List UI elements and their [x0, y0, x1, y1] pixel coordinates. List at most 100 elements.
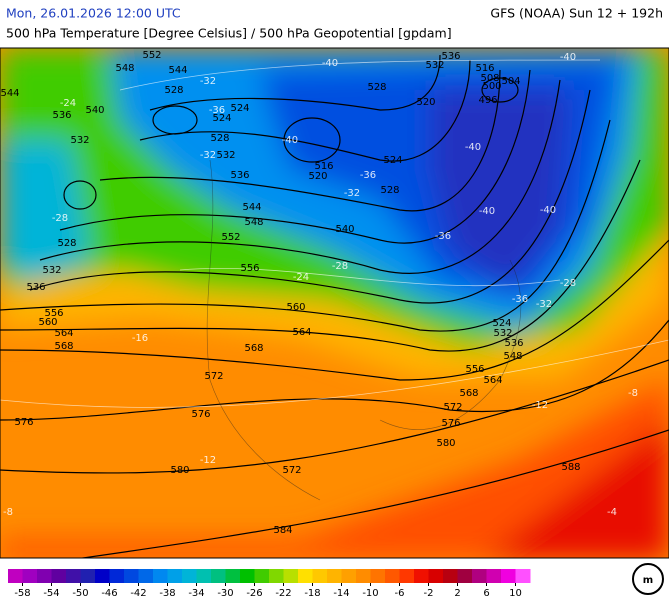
- geopotential-label: 536: [441, 51, 460, 62]
- geopotential-label: 560: [38, 317, 57, 328]
- colorbar-swatch: [225, 569, 241, 583]
- temperature-label: -12: [532, 400, 548, 411]
- geopotential-label: 500: [482, 81, 501, 92]
- colorbar-swatch: [501, 569, 516, 583]
- colorbar-tick-label: -26: [246, 588, 262, 599]
- geopotential-label: 576: [191, 409, 210, 420]
- geopotential-label: 532: [70, 135, 89, 146]
- map-frame: [0, 47, 669, 559]
- geopotential-label: 528: [380, 185, 399, 196]
- colorbar-swatch: [124, 569, 139, 583]
- colorbar-swatch: [66, 569, 81, 583]
- geopotential-label: 556: [465, 364, 484, 375]
- geopotential-label: 544: [168, 65, 187, 76]
- temperature-label: -28: [560, 278, 576, 289]
- colorbar-tick-label: 10: [509, 588, 522, 599]
- geopotential-label: 552: [221, 232, 240, 243]
- colorbar-swatch: [22, 569, 38, 583]
- temperature-label: -36: [512, 294, 528, 305]
- geopotential-label: 504: [501, 76, 520, 87]
- header-subtitle: 500 hPa Temperature [Degree Celsius] / 5…: [6, 26, 452, 41]
- temperature-label: -36: [209, 105, 225, 116]
- colorbar-tick-label: -46: [101, 588, 117, 599]
- geopotential-label: 564: [54, 328, 73, 339]
- geopotential-label: 568: [244, 343, 263, 354]
- geopotential-label: 544: [242, 202, 261, 213]
- colorbar-swatch: [269, 569, 284, 583]
- temperature-label: -40: [465, 142, 481, 153]
- temperature-label: -16: [132, 333, 148, 344]
- geopotential-label: 540: [85, 105, 104, 116]
- temperature-label: -28: [52, 213, 68, 224]
- colorbar-swatch: [414, 569, 429, 583]
- colorbar-swatch: [80, 569, 96, 583]
- colorbar-swatch: [138, 569, 154, 583]
- geopotential-label: 524: [383, 155, 402, 166]
- coastlines: [206, 159, 522, 501]
- temperature-label: -32: [200, 150, 216, 161]
- colorbar-swatch: [240, 569, 255, 583]
- colorbar-swatch: [327, 569, 342, 583]
- svg-text:m: m: [643, 575, 653, 586]
- geopotential-label: 572: [443, 402, 462, 413]
- colorbar-tick-label: -10: [362, 588, 378, 599]
- geopotential-label: 516: [314, 161, 333, 172]
- colorbar-swatch: [457, 569, 473, 583]
- temperature-label: -28: [332, 261, 348, 272]
- geopotential-label: 524: [212, 113, 231, 124]
- geopotential-label: 548: [503, 351, 522, 362]
- temperature-label: -36: [435, 231, 451, 242]
- geopotential-label: 528: [367, 82, 386, 93]
- geopotential-label: 528: [57, 238, 76, 249]
- temperature-label: -8: [3, 507, 13, 518]
- geopotential-label: 524: [492, 318, 511, 329]
- colorbar-swatch: [254, 569, 270, 583]
- temperature-label: -24: [60, 98, 76, 109]
- geopotential-label: 548: [115, 63, 134, 74]
- geopotential-label: 580: [170, 465, 189, 476]
- colorbar-tick-label: -6: [395, 588, 405, 599]
- temperature-label: -40: [322, 58, 338, 69]
- temperature-label: -40: [540, 205, 556, 216]
- colorbar-swatch: [153, 569, 168, 583]
- temperature-label: -40: [560, 52, 576, 63]
- colorbar-swatch: [167, 569, 183, 583]
- temperature-label: -32: [344, 188, 360, 199]
- colorbar: -58 -54 -50 -46 -42 -38 -34 -30 -26 -22 -18 -14 -10-…: [8, 569, 531, 599]
- temperature-label: -40: [479, 206, 495, 217]
- colorbar-tick-label: -58: [14, 588, 30, 599]
- geopotential-label: 536: [52, 110, 71, 121]
- geopotential-label: 576: [441, 418, 460, 429]
- geopotential-label: 532: [493, 328, 512, 339]
- colorbar-swatch: [399, 569, 415, 583]
- colorbar-tick-label: -18: [304, 588, 320, 599]
- colorbar-tick-label: -54: [43, 588, 59, 599]
- geopotential-label: 528: [164, 85, 183, 96]
- colorbar-swatch: [443, 569, 458, 583]
- colorbar-tick-label: 2: [454, 588, 460, 599]
- geopotential-label: 532: [425, 60, 444, 71]
- temperature-label: -32: [200, 76, 216, 87]
- temperature-label: -36: [360, 170, 376, 181]
- colorbar-swatch: [385, 569, 400, 583]
- geopotential-label: 540: [335, 224, 354, 235]
- colorbar-swatch: [283, 569, 299, 583]
- colorbar-swatch: [472, 569, 487, 583]
- colorbar-swatch: [37, 569, 52, 583]
- geopotential-label: 584: [273, 525, 292, 536]
- colorbar-swatch: [312, 569, 328, 583]
- colorbar-tick-label: -42: [130, 588, 146, 599]
- colorbar-swatch: [370, 569, 386, 583]
- colorbar-tick-label: -22: [275, 588, 291, 599]
- colorbar-swatch: [109, 569, 125, 583]
- geopotential-label: 580: [436, 438, 455, 449]
- colorbar-tick-label: -14: [333, 588, 349, 599]
- colorbar-tick-label: -2: [424, 588, 434, 599]
- colorbar-tick-label: -38: [159, 588, 175, 599]
- geopotential-label: 536: [26, 282, 45, 293]
- colorbar-tick-label: -30: [217, 588, 233, 599]
- colorbar-swatch: [298, 569, 313, 583]
- header-model: GFS (NOAA) Sun 12 + 192h: [490, 6, 663, 21]
- geopotential-label: 552: [142, 50, 161, 61]
